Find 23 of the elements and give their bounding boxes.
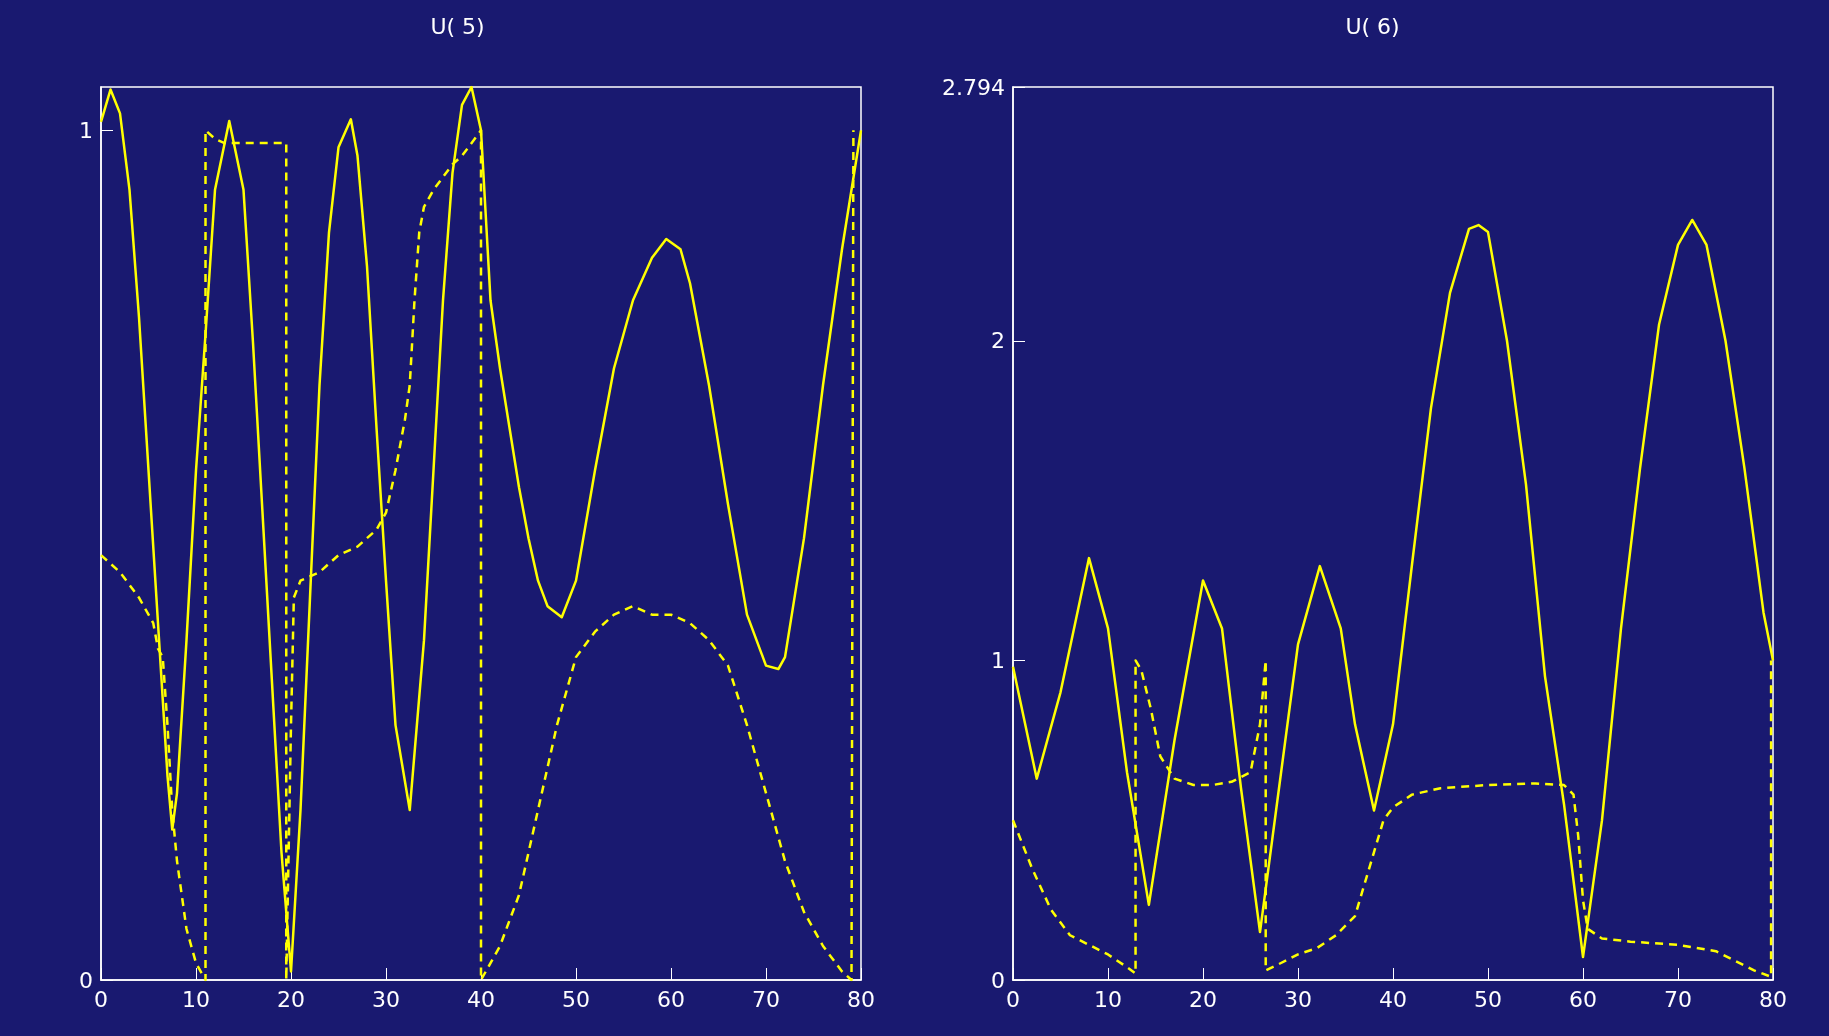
- x-tick-label: 60: [1568, 986, 1597, 1012]
- x-tick-label: 70: [1663, 986, 1692, 1012]
- x-tick-label: 20: [1188, 986, 1217, 1012]
- y-tick-label: 2.794: [941, 74, 1005, 100]
- x-tick-label: 60: [657, 986, 685, 1012]
- x-tick-label: 30: [1283, 986, 1312, 1012]
- chart-title: U( 6): [1344, 13, 1400, 39]
- x-tick-label: 10: [1093, 986, 1122, 1012]
- x-tick-label: 80: [847, 986, 875, 1012]
- x-tick-label: 80: [1758, 986, 1787, 1012]
- x-tick-label: 50: [1473, 986, 1502, 1012]
- x-tick-label: 30: [372, 986, 400, 1012]
- x-tick-label: 40: [467, 986, 495, 1012]
- y-tick-label: 2: [990, 328, 1005, 354]
- x-tick-label: 10: [182, 986, 210, 1012]
- x-tick-label: 40: [1378, 986, 1407, 1012]
- y-tick-label: 0: [990, 967, 1005, 993]
- x-tick-label: 20: [277, 986, 305, 1012]
- x-tick-label: 50: [562, 986, 590, 1012]
- y-tick-label: 1: [990, 647, 1005, 673]
- x-tick-label: 70: [752, 986, 780, 1012]
- y-tick-label: 1: [79, 117, 93, 143]
- chart-title: U( 5): [430, 13, 485, 39]
